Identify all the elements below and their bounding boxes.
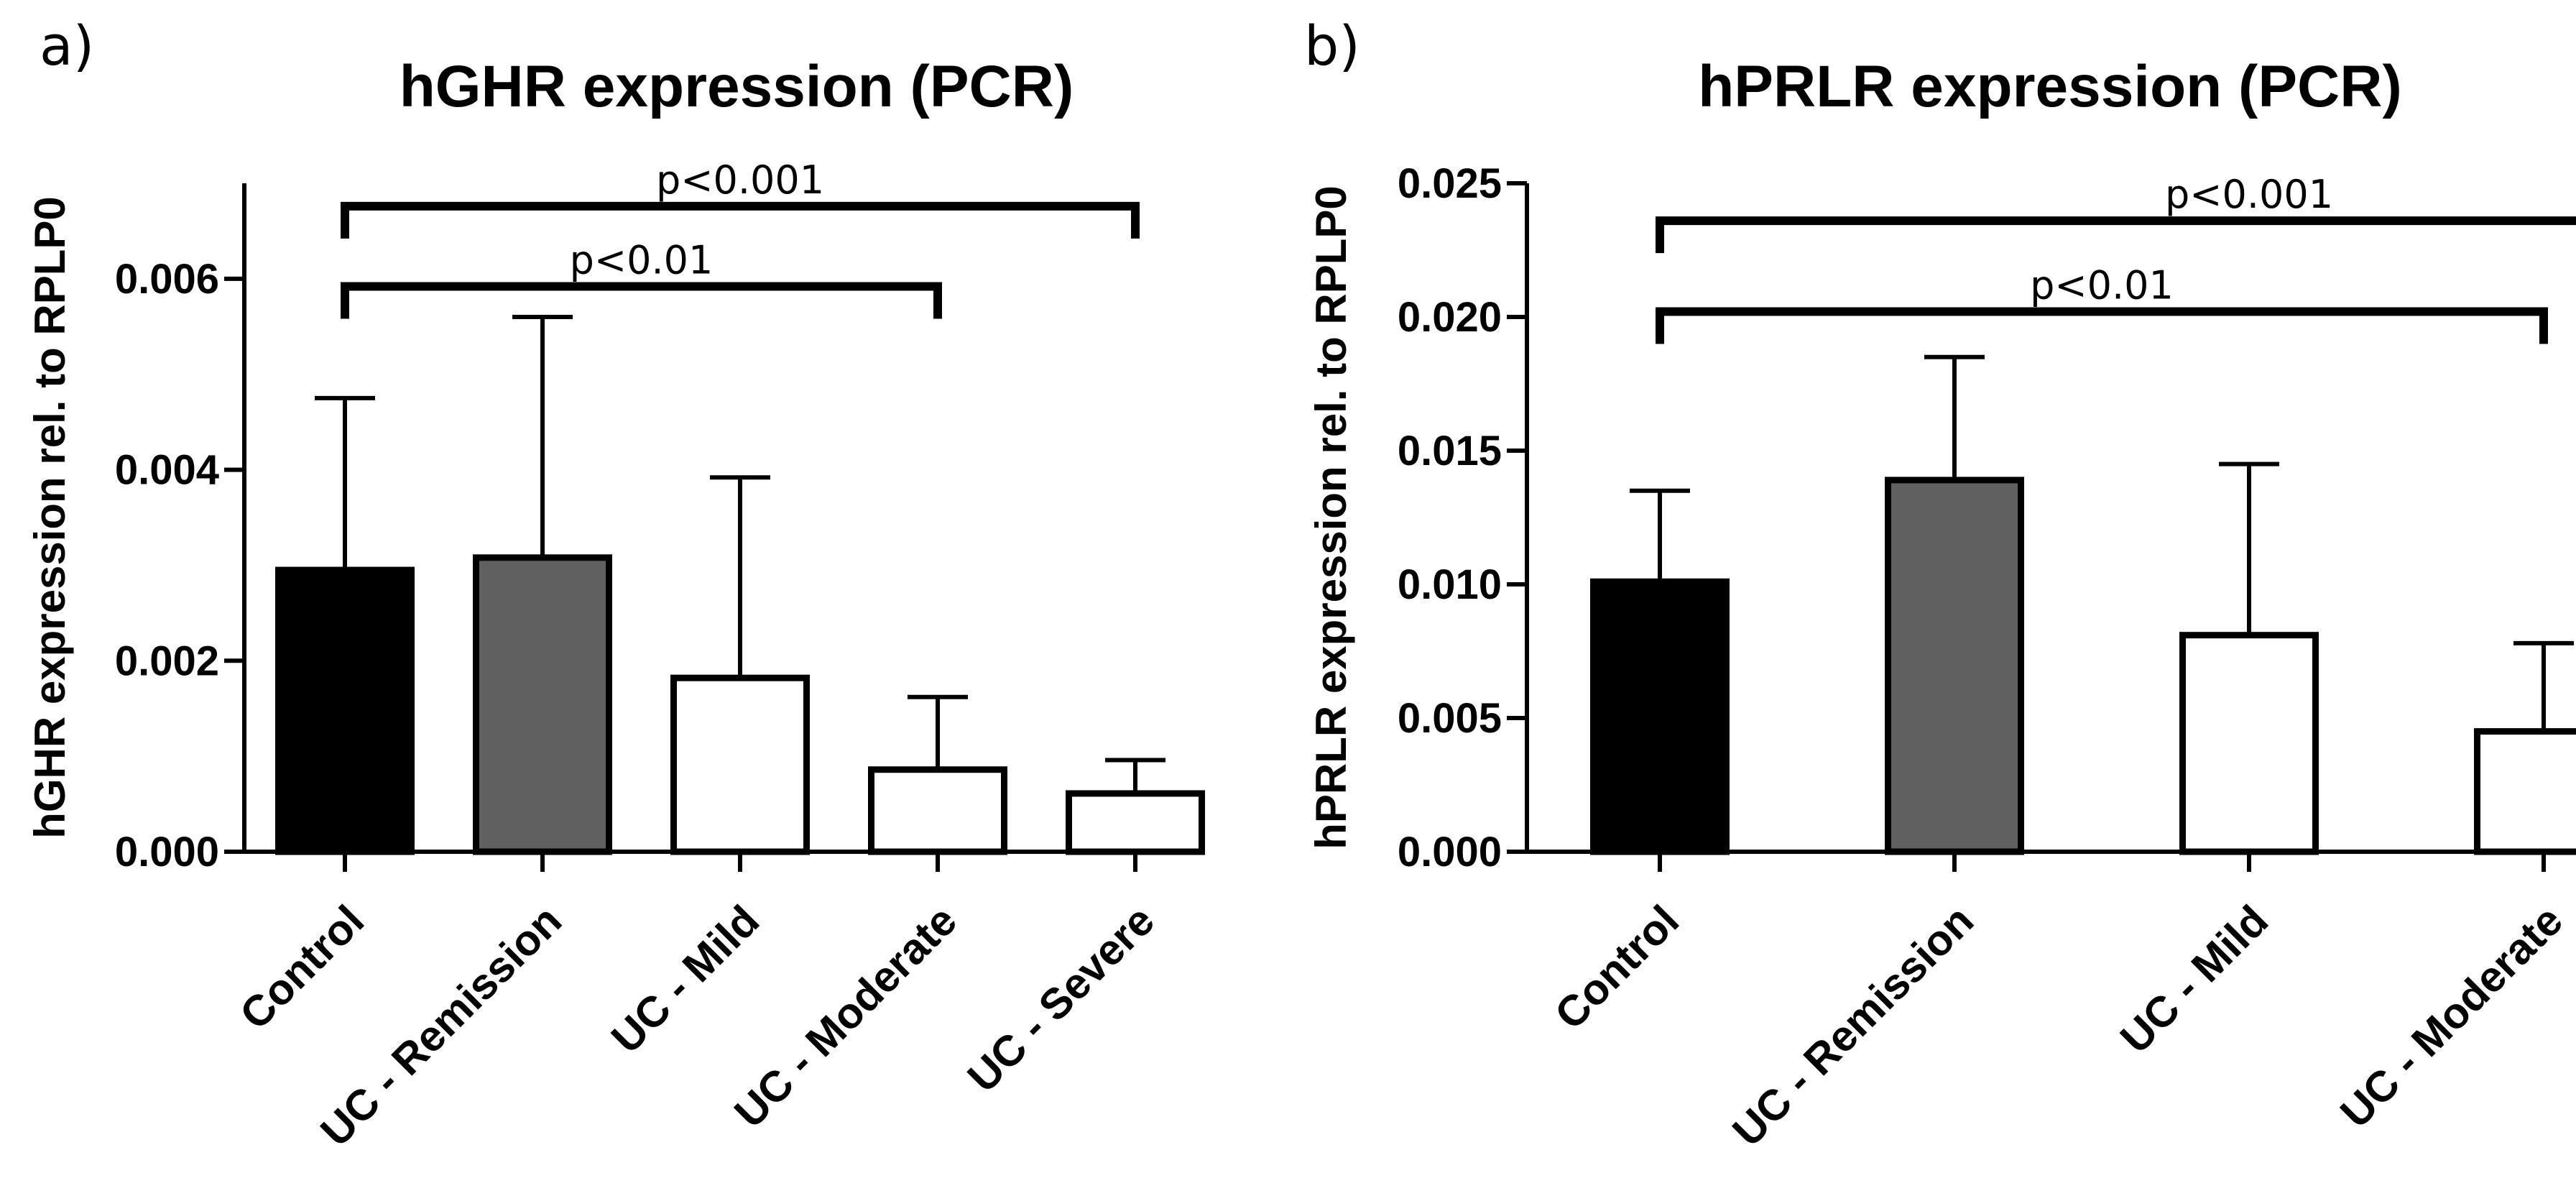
x-tick-label: UC - Remission bbox=[1723, 896, 1982, 1156]
significance-label: p<0.001 bbox=[2165, 172, 2333, 217]
significance-bracket bbox=[1656, 307, 2548, 344]
x-tick-label: UC - Severe bbox=[959, 896, 1164, 1102]
y-tick-label: 0.004 bbox=[115, 447, 219, 494]
significance-bracket bbox=[341, 201, 1140, 239]
significance-brackets-b: p<0.001 p<0.01 bbox=[1656, 172, 2576, 344]
bar-uc-remission bbox=[473, 554, 612, 855]
chart-title-b: hPRLR expression (PCR) bbox=[1698, 54, 2402, 119]
y-tick-label: 0.002 bbox=[115, 638, 219, 684]
significance-bracket bbox=[341, 282, 942, 319]
y-tick-label: 0.005 bbox=[1398, 695, 1502, 742]
significance-label: p<0.01 bbox=[570, 237, 714, 282]
panel-label-a: a) bbox=[40, 14, 94, 78]
error-bars-a bbox=[315, 315, 1165, 794]
bar-uc-mild bbox=[670, 674, 810, 855]
panel-label-b: b) bbox=[1304, 14, 1360, 78]
bars-b bbox=[1590, 477, 2576, 855]
chart-panel-a: a) hGHR expression (PCR) hGHR expression… bbox=[26, 14, 1205, 1156]
bar-uc-severe bbox=[1066, 790, 1205, 855]
y-tick-label: 0.015 bbox=[1398, 428, 1502, 474]
x-tick-label: UC - Mild bbox=[602, 896, 768, 1062]
y-axis-title-b: hPRLR expression rel. to RPLP0 bbox=[1307, 185, 1355, 850]
error-bars-b bbox=[1630, 354, 2574, 732]
significance-label: p<0.01 bbox=[2030, 263, 2174, 308]
y-tick-label: 0.010 bbox=[1398, 561, 1502, 608]
x-tick-label: UC - Moderate bbox=[2331, 896, 2572, 1137]
x-tick-label: UC - Mild bbox=[2111, 896, 2277, 1062]
bar-uc-moderate bbox=[2474, 728, 2576, 855]
chart-panel-b: b) hPRLR expression (PCR) hPRLR expressi… bbox=[1304, 14, 2576, 1156]
bar-control bbox=[1590, 578, 1730, 855]
significance-label: p<0.001 bbox=[656, 157, 824, 203]
y-tick-label: 0.006 bbox=[115, 256, 219, 303]
y-tick-label: 0.000 bbox=[115, 829, 219, 875]
bar-uc-remission bbox=[1885, 477, 2024, 855]
y-tick-label: 0.020 bbox=[1398, 294, 1502, 341]
y-ticks-a: 0.000 0.002 0.004 0.006 bbox=[115, 256, 244, 875]
chart-title-a: hGHR expression (PCR) bbox=[400, 54, 1074, 119]
y-ticks-b: 0.000 0.005 0.010 0.015 0.020 0.025 bbox=[1398, 160, 1527, 875]
significance-bracket bbox=[1656, 216, 2576, 254]
bar-uc-moderate bbox=[868, 766, 1007, 855]
y-tick-label: 0.025 bbox=[1398, 160, 1502, 207]
bar-uc-mild bbox=[2179, 632, 2319, 855]
x-tick-label: Control bbox=[231, 896, 373, 1039]
y-axis-title-a: hGHR expression rel. to RPLP0 bbox=[26, 196, 74, 839]
x-tick-label: Control bbox=[1546, 896, 1688, 1039]
x-ticks-b: Control UC - Remission UC - Mild UC - Moder… bbox=[1546, 852, 2572, 1156]
significance-brackets-a: p<0.001 p<0.01 bbox=[341, 157, 1140, 319]
y-tick-label: 0.000 bbox=[1398, 829, 1502, 875]
bar-control bbox=[275, 566, 415, 855]
